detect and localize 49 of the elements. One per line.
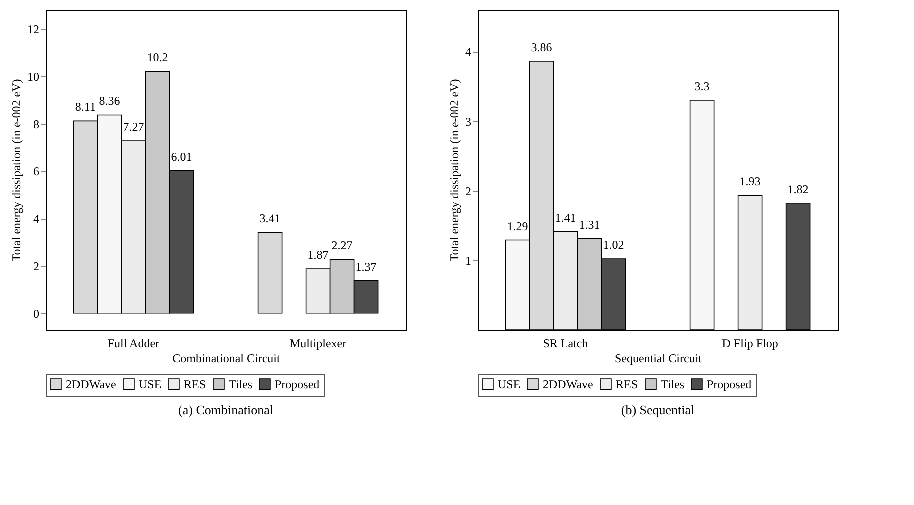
x-tick-label: Full Adder (108, 336, 160, 350)
y-tick-label: 4 (34, 212, 40, 226)
legend-label: 2DDWave (543, 377, 594, 392)
legend-label: Tiles (661, 377, 685, 392)
data-label: 1.41 (555, 210, 576, 225)
data-label: 1.37 (356, 260, 377, 274)
legend-label: RES (184, 377, 206, 392)
x-tick-label: D Flip Flop (722, 336, 778, 350)
x-axis-title: Combinational Circuit (172, 352, 281, 366)
data-label: 3.41 (260, 212, 281, 226)
y-tick-label: 10 (28, 70, 40, 84)
x-axis-title: Sequential Circuit (615, 352, 703, 366)
data-label: 6.01 (171, 150, 192, 164)
y-tick-label: 3 (466, 114, 472, 129)
data-label: 1.29 (507, 219, 528, 234)
data-label: 3.86 (531, 40, 552, 54)
y-tick-label: 12 (28, 22, 40, 36)
legend-label: RES (616, 377, 638, 392)
legend-label: 2DDWave (66, 377, 116, 392)
data-label: 10.2 (147, 50, 168, 65)
legend-label: Proposed (707, 377, 752, 392)
data-label: 8.11 (75, 100, 96, 114)
y-tick-label: 1 (466, 254, 472, 268)
data-label: 1.87 (308, 248, 329, 262)
y-tick-label: 4 (466, 45, 472, 60)
x-tick-label: Multiplexer (290, 336, 347, 350)
legend-label: USE (139, 377, 162, 392)
y-tick-label: 6 (34, 164, 40, 179)
data-label: 1.31 (579, 218, 600, 232)
text: (a) Combinational (178, 402, 274, 418)
data-label: 8.36 (99, 94, 120, 108)
data-label: 7.27 (123, 120, 144, 134)
data-label: 3.3 (694, 79, 710, 94)
text: (b) Sequential (621, 402, 696, 418)
data-label: 2.27 (332, 238, 353, 253)
legend-label: USE (498, 377, 521, 392)
legend-label: Proposed (275, 377, 320, 392)
y-axis-title: Total energy dissipation (in e-002 eV) (10, 79, 24, 262)
y-axis-title: Total energy dissipation (in e-002 eV) (448, 79, 462, 262)
y-tick-label: 8 (34, 117, 40, 132)
data-label: 1.93 (740, 174, 761, 189)
bar (258, 232, 283, 314)
y-tick-label: 2 (466, 184, 472, 198)
x-tick-label: SR Latch (543, 336, 588, 350)
legend-label: Tiles (229, 377, 253, 392)
y-tick-label: 0 (34, 306, 40, 321)
y-tick-label: 2 (34, 260, 40, 274)
data-label: 1.82 (788, 182, 809, 196)
data-label: 1.02 (603, 238, 624, 252)
